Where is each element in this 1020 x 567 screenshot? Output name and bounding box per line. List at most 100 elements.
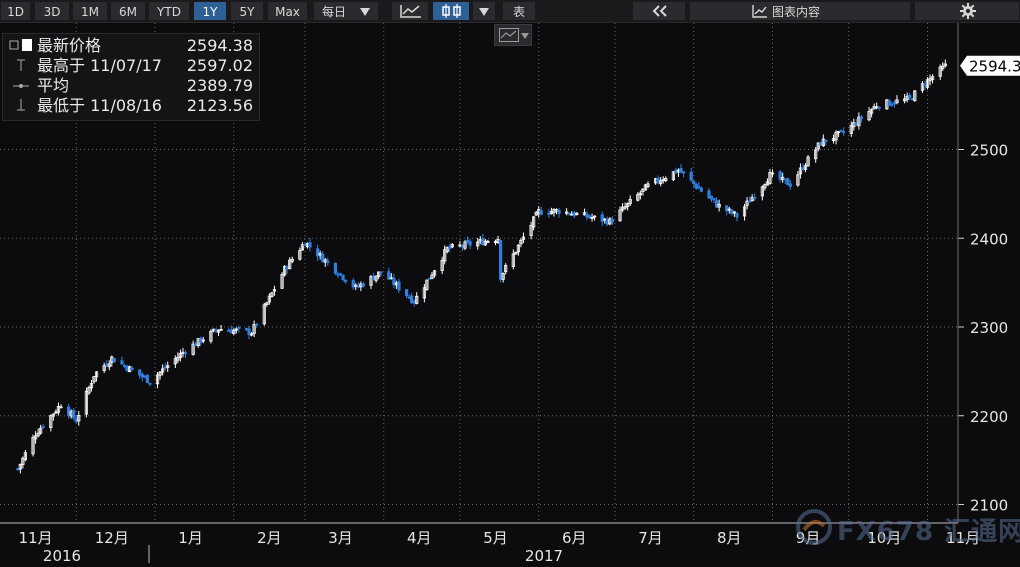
candle-up [661,176,665,184]
candle-up [33,431,38,444]
candle-down [351,278,355,290]
range-5y-button[interactable]: 5Y [230,1,264,21]
line-chart-button[interactable] [391,1,429,21]
candle-down [321,251,325,263]
candle-up [537,206,541,218]
candle-up [94,371,99,382]
range-ytd-button[interactable]: YTD [148,1,190,21]
candle-up [486,239,490,244]
candle-down [786,177,790,186]
candlestick-chart-button[interactable] [432,1,470,21]
x-tick-label: 1月 [178,529,203,547]
candle-up [493,239,498,246]
candle-up [201,336,205,344]
range-max-button[interactable]: Max [267,1,308,21]
candle-up [552,208,556,217]
candle-up [834,130,838,145]
chart-area: 2100 2200 2300 2400 2500 2594.38 11月 12月 1月 2月 3月… [0,23,1020,565]
legend-low-label: 最低于 11/08/16 [37,96,162,115]
candle-up [816,142,820,152]
settings-button[interactable] [914,1,1020,21]
candle-up [836,130,841,137]
candle-up [626,202,630,211]
legend-row-last[interactable]: 最新价格 2594.38 [3,36,261,55]
candle-up [620,203,625,213]
candle-down [600,211,604,227]
candle-down [407,294,411,300]
range-6m-button[interactable]: 6M [110,1,146,21]
range-3d-button[interactable]: 3D [34,1,70,21]
candle-down [379,271,383,277]
candle-up [875,102,879,110]
candle-up [389,273,393,280]
candle-up [727,206,731,214]
legend-row-low: 最低于 11/08/16 2123.56 [3,96,261,115]
candle-up [49,414,53,432]
candle-down [72,407,76,421]
candle-down [859,114,864,123]
candle-up [161,364,165,376]
collapse-button[interactable] [632,1,686,21]
candle-up [770,169,775,178]
candle-up [18,463,22,474]
chart-content-label: 图表内容 [772,5,821,19]
y-axis: 2100 2200 2300 2400 2500 2594.38 [957,23,1020,523]
x-tick-label: 10月 [867,529,901,547]
candles [16,59,947,474]
candle-up [432,269,437,278]
watermark: FX678 汇通网 [795,507,1020,547]
candle-down [326,257,330,267]
candle-down [214,327,218,334]
candle-down [923,80,927,91]
candle-up [582,208,587,216]
line-chart-icon [499,28,519,42]
candle-up [750,194,754,202]
range-1d-button[interactable]: 1D [0,1,31,21]
range-1m-button[interactable]: 1M [72,1,108,21]
candle-up [534,210,538,216]
candle-down [709,195,714,203]
chart-type-dropdown[interactable] [472,1,496,21]
candlestick-chart: 2100 2200 2300 2400 2500 2594.38 11月 12月 1月 2月 3月… [0,23,1020,565]
chevron-down-icon [521,33,529,39]
candle-down [468,238,472,250]
candle-down [567,212,571,216]
candle-down [338,272,343,277]
indicator-button[interactable] [494,24,532,46]
candle-up [211,328,216,333]
candle-down [714,197,719,209]
candle-up [870,108,874,118]
candle-up [671,171,675,182]
candle-up [87,385,91,396]
candle-up [110,355,114,367]
legend-avg-value: 2389.79 [186,76,253,95]
candle-up [298,247,302,261]
candle-up [646,181,650,189]
candle-down [730,208,734,216]
y-tick-label: 2200 [970,408,1008,426]
candle-down [692,180,696,188]
candle-up [425,279,429,291]
candle-up [463,240,467,251]
candle-down [697,181,701,189]
candle-up [831,134,836,144]
range-1y-button[interactable]: 1Y [193,1,227,21]
watermark-logo [796,509,832,545]
candle-down [125,364,129,373]
candle-up [178,349,183,362]
candle-up [51,413,55,421]
table-view-button[interactable]: 表 [502,1,536,21]
frequency-dropdown[interactable]: 每日 [313,1,379,21]
candle-down [333,262,338,276]
candle-up [781,172,785,183]
candle-down [783,178,787,185]
candle-down [427,277,432,280]
candle-up [905,92,909,103]
candle-down [465,236,470,244]
chart-content-button[interactable]: 图表内容 [689,1,911,21]
candle-up [519,238,523,248]
candle-up [814,146,818,163]
candle-up [857,112,861,130]
candle-up [89,379,94,392]
high-marker-icon [17,59,25,71]
